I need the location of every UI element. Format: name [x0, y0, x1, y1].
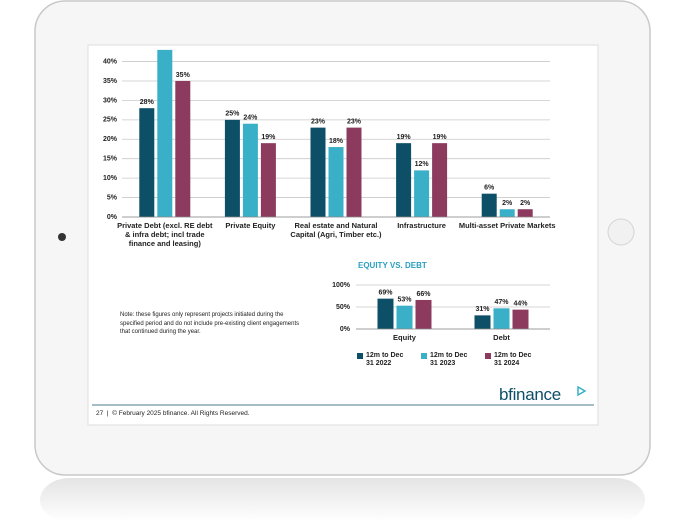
- y-tick-label: 30%: [103, 97, 118, 104]
- bar: [517, 209, 533, 217]
- data-label: 19%: [261, 134, 276, 141]
- bar: [346, 127, 362, 217]
- data-label: 6%: [484, 185, 495, 192]
- data-label: 2%: [520, 200, 531, 207]
- legend-label: 12m to Dec 31 2024: [494, 352, 532, 367]
- camera: [58, 233, 66, 241]
- data-label: 2%: [502, 200, 513, 207]
- x-tick-label: Equity: [393, 333, 416, 342]
- bar: [224, 119, 240, 217]
- y-tick-label: 25%: [103, 117, 118, 124]
- y-tick-label: 40%: [103, 58, 118, 65]
- bar: [396, 305, 413, 329]
- bar: [175, 80, 191, 218]
- legend-label: 12m to Dec 31 2023: [430, 352, 468, 367]
- data-label: 12%: [415, 161, 430, 168]
- data-label: 53%: [397, 297, 412, 304]
- bar: [139, 108, 155, 217]
- x-tick-label: Private Debt (excl. RE debt & infra debt…: [117, 221, 213, 248]
- data-label: 24%: [243, 115, 258, 122]
- y-tick-label: 35%: [103, 78, 118, 85]
- data-label: 18%: [329, 138, 344, 145]
- data-label: 31%: [475, 306, 490, 313]
- y-tick-label: 20%: [103, 136, 118, 143]
- y-tick-label: 0%: [107, 214, 118, 221]
- tablet-reflection: [40, 478, 645, 522]
- note: Note: these figures only represent proje…: [120, 312, 300, 335]
- bar: [481, 193, 497, 217]
- logo: bfinance: [499, 385, 561, 404]
- data-label: 23%: [311, 118, 326, 125]
- data-label: 35%: [176, 72, 191, 79]
- y-tick-label: 50%: [336, 304, 351, 311]
- x-tick-label: Infrastructure: [397, 221, 446, 230]
- data-label: 47%: [494, 299, 509, 306]
- footer: 27 | © February 2025 bfinance. All Right…: [96, 410, 250, 417]
- bar: [396, 143, 412, 217]
- logo-mark: [577, 385, 587, 397]
- y-tick-label: 10%: [103, 175, 118, 182]
- x-tick-label: Multi-asset Private Markets: [458, 221, 556, 230]
- home-button: [607, 218, 635, 246]
- y-tick-label: 100%: [332, 282, 351, 289]
- bar: [474, 315, 491, 329]
- data-label: 44%: [513, 300, 528, 307]
- bar: [499, 209, 515, 217]
- data-label: 69%: [378, 289, 393, 296]
- bar: [260, 143, 276, 217]
- bar: [328, 147, 344, 217]
- copyright: © February 2025 bfinance. All Rights Res…: [112, 410, 250, 417]
- data-label: 19%: [397, 134, 412, 141]
- y-tick-label: 15%: [103, 156, 118, 163]
- data-label: 25%: [225, 111, 240, 118]
- legend-label: 12m to Dec 31 2022: [366, 352, 404, 367]
- data-label: 19%: [433, 134, 448, 141]
- x-tick-label: Real estate and Natural Capital (Agri, T…: [290, 221, 382, 239]
- x-tick-label: Debt: [493, 333, 510, 342]
- y-tick-label: 5%: [107, 194, 118, 201]
- bar: [242, 123, 258, 217]
- chart-title: EQUITY VS. DEBT: [358, 261, 427, 270]
- screen: [87, 44, 599, 426]
- data-label: 66%: [416, 291, 431, 298]
- data-label: 23%: [347, 118, 362, 125]
- bar: [414, 170, 430, 217]
- data-label: 28%: [140, 99, 155, 106]
- y-tick-label: 0%: [340, 326, 351, 333]
- bar: [512, 309, 529, 329]
- bar: [415, 299, 432, 329]
- page-number: 27: [96, 410, 104, 417]
- x-tick-label: Private Equity: [225, 221, 276, 230]
- bar: [432, 143, 448, 217]
- legend-swatch: [421, 353, 427, 359]
- bar: [377, 298, 394, 329]
- bar: [310, 127, 326, 217]
- legend-swatch: [357, 353, 363, 359]
- legend-swatch: [485, 353, 491, 359]
- bar: [157, 49, 173, 217]
- bar: [493, 308, 510, 329]
